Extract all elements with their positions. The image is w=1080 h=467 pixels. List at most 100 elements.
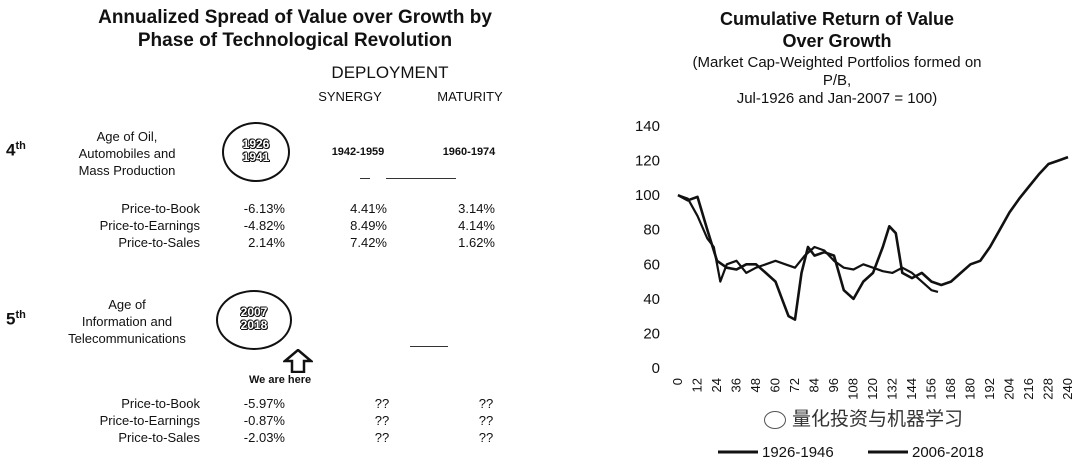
- metric-label: Price-to-Book: [121, 201, 200, 216]
- watermark: 量化投资与机器学习: [764, 404, 963, 431]
- x-tick-label: 156: [924, 378, 939, 400]
- we-are-here-label: We are here: [249, 374, 312, 386]
- installation-value: -6.13%: [243, 201, 285, 216]
- chart-title-line2: Over Growth: [782, 31, 892, 51]
- circle-year-end: 1941: [242, 150, 270, 164]
- series-line-1926-1946: [677, 155, 1069, 321]
- installation-period-circle-4th: 1926 1941: [222, 122, 290, 182]
- maturity-years-4th: 1960-1974: [442, 146, 496, 158]
- x-tick-label: 180: [963, 378, 978, 400]
- installation-period-circle-5th: 2007 2018: [216, 290, 292, 350]
- age-line: Information and: [81, 314, 173, 329]
- chart-title: Cumulative Return of Value Over Growth: [600, 8, 1074, 52]
- column-header-synergy: SYNERGY: [318, 89, 382, 104]
- legend-label: 1926-1946: [762, 444, 834, 461]
- circle-year-end: 2018: [240, 318, 268, 332]
- maturity-value: ??: [478, 396, 494, 411]
- x-tick-label: 168: [943, 378, 958, 400]
- maturity-value: 1.62%: [458, 235, 495, 250]
- circle-years: 2007 2018: [218, 292, 290, 332]
- age-line: Age of: [108, 297, 146, 312]
- divider-line: [410, 346, 448, 347]
- x-tick-label: 96: [826, 378, 841, 392]
- installation-value: -0.87%: [243, 413, 285, 428]
- x-tick-label: 72: [787, 378, 802, 392]
- series-line-2006-2018: [677, 194, 939, 293]
- metric-label: Price-to-Earnings: [99, 218, 200, 233]
- maturity-value: ??: [478, 413, 494, 428]
- x-tick-label: 204: [1002, 378, 1017, 400]
- y-tick-label: 100: [635, 187, 660, 204]
- age-line: Age of Oil,: [96, 129, 158, 144]
- chart-subtitle-line2: P/B,: [822, 72, 852, 89]
- installation-value: -2.03%: [243, 430, 285, 445]
- chart-subtitle: (Market Cap-Weighted Portfolios formed o…: [600, 54, 1074, 108]
- metric-label: Price-to-Sales: [118, 430, 200, 445]
- x-tick-label: 228: [1041, 378, 1056, 400]
- up-arrow-icon: [283, 349, 313, 373]
- maturity-value: ??: [478, 430, 494, 445]
- installation-value: -4.82%: [243, 218, 285, 233]
- chart-subtitle-line1: (Market Cap-Weighted Portfolios formed o…: [692, 54, 982, 71]
- circle-year-start: 1926: [242, 137, 270, 151]
- x-tick-label: 0: [670, 378, 685, 385]
- x-tick-label: 120: [865, 378, 880, 400]
- age-line: Mass Production: [78, 163, 176, 178]
- wechat-icon: [764, 410, 786, 429]
- y-tick-label: 60: [643, 256, 660, 273]
- y-tick-label: 0: [652, 360, 660, 377]
- generation-suffix: th: [15, 140, 26, 152]
- x-tick-label: 108: [846, 378, 861, 400]
- synergy-value: ??: [374, 413, 390, 428]
- left-title-line2: Phase of Technological Revolution: [137, 30, 453, 51]
- line-chart: 0 20 40 60 80 100 120 140 0 12 24 36 48 60 72 84 96 108 12…: [635, 118, 1075, 461]
- metric-label: Price-to-Book: [121, 396, 200, 411]
- synergy-value: ??: [374, 396, 390, 411]
- metric-label: Price-to-Earnings: [99, 413, 200, 428]
- age-of-information-label: Age of Information and Telecommunication…: [57, 296, 197, 347]
- y-tick-label: 140: [635, 118, 660, 135]
- x-tick-label: 60: [768, 378, 783, 392]
- x-tick-label: 132: [885, 378, 900, 400]
- x-tick-label: 48: [748, 378, 763, 392]
- age-of-oil-label: Age of Oil, Automobiles and Mass Product…: [57, 128, 197, 179]
- x-tick-label: 144: [904, 378, 919, 400]
- phase-header: DEPLOYMENT: [331, 63, 449, 82]
- x-tick-label: 216: [1021, 378, 1036, 400]
- synergy-value: ??: [374, 430, 390, 445]
- generation-suffix: th: [15, 309, 26, 321]
- age-line: Automobiles and: [78, 146, 176, 161]
- installation-value: -5.97%: [243, 396, 285, 411]
- x-tick-label: 84: [807, 378, 822, 392]
- y-tick-label: 120: [635, 153, 660, 170]
- maturity-value: 4.14%: [458, 218, 495, 233]
- chart-title-line1: Cumulative Return of Value: [719, 9, 955, 29]
- y-tick-label: 80: [643, 222, 660, 239]
- metric-label: Price-to-Sales: [118, 235, 200, 250]
- generation-number: 5: [6, 309, 16, 329]
- synergy-value: 4.41%: [350, 201, 387, 216]
- circle-years: 1926 1941: [224, 124, 288, 164]
- left-title: Annualized Spread of Value over Growth b…: [40, 6, 550, 52]
- generation-5-label: 5th: [6, 309, 26, 330]
- age-line: Telecommunications: [68, 331, 186, 346]
- y-tick-label: 40: [643, 291, 660, 308]
- x-tick-label: 12: [690, 378, 705, 392]
- x-tick-label: 36: [729, 378, 744, 392]
- installation-value: 2.14%: [248, 235, 285, 250]
- x-tick-label: 192: [982, 378, 997, 400]
- column-header-maturity: MATURITY: [437, 89, 503, 104]
- generation-4-label: 4th: [6, 140, 26, 161]
- circle-year-start: 2007: [240, 305, 268, 319]
- generation-number: 4: [6, 140, 16, 160]
- left-title-line1: Annualized Spread of Value over Growth b…: [98, 7, 492, 28]
- watermark-text: 量化投资与机器学习: [792, 409, 964, 430]
- divider-dash: [360, 178, 370, 179]
- maturity-value: 3.14%: [458, 201, 495, 216]
- x-tick-label: 24: [709, 378, 724, 392]
- synergy-years-4th: 1942-1959: [331, 146, 385, 158]
- divider-line: [386, 178, 456, 179]
- legend-label: 2006-2018: [912, 444, 984, 461]
- x-tick-label: 240: [1060, 378, 1075, 400]
- chart-subtitle-line3: Jul-1926 and Jan-2007 = 100): [736, 90, 938, 107]
